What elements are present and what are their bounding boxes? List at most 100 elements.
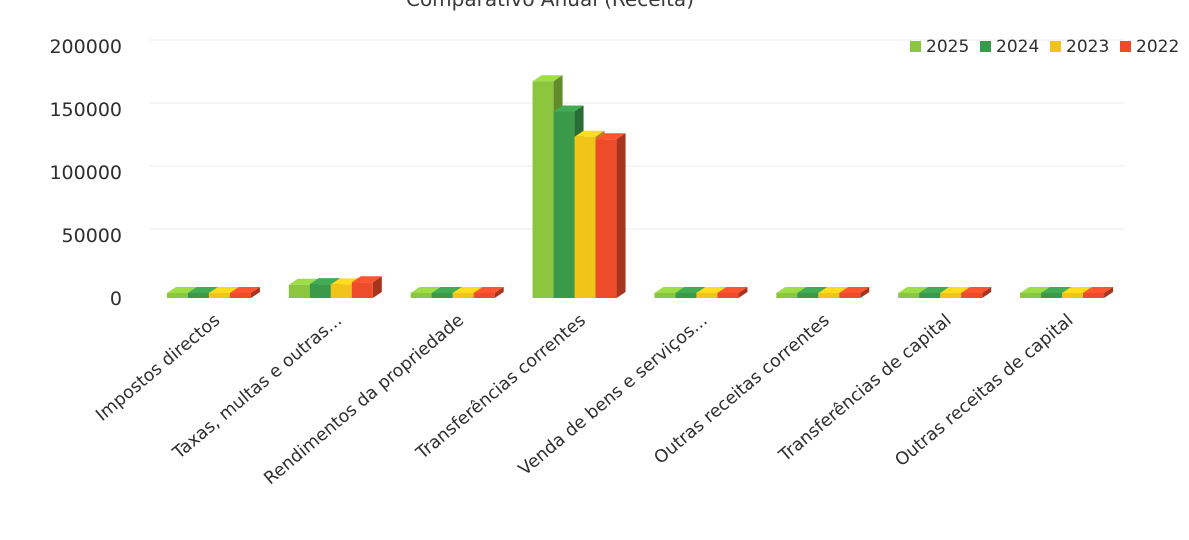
bars — [166, 75, 1114, 299]
bar-front — [351, 282, 373, 298]
bar-front — [309, 284, 331, 298]
bar-front — [654, 293, 676, 298]
bar-top — [898, 287, 929, 293]
bar-top — [919, 287, 950, 293]
bar-front — [595, 139, 617, 298]
bar-front — [431, 293, 453, 298]
category-label: Rendimentos da propriedade — [260, 311, 467, 490]
y-tick-label: 100000 — [49, 162, 122, 184]
bar-top — [839, 287, 870, 293]
bar-front — [940, 293, 962, 298]
bar-side — [982, 287, 992, 298]
bar-top — [1062, 287, 1093, 293]
y-tick-label: 50000 — [62, 225, 122, 247]
bar-2022-3 — [473, 287, 504, 298]
bar-front — [818, 293, 840, 298]
bar-2022-7 — [961, 287, 992, 298]
bar-side — [738, 287, 748, 298]
bar-top — [208, 287, 239, 293]
bar-top — [553, 105, 584, 112]
legend-label: 2025 — [926, 37, 969, 57]
bar-side — [616, 133, 626, 298]
legend-label: 2022 — [1136, 37, 1179, 57]
bar-2022-8 — [1083, 287, 1114, 298]
bar-front — [532, 81, 554, 298]
bar-top — [532, 75, 563, 82]
category-label: Venda de bens e serviços... — [515, 311, 711, 480]
legend-item-2023: 2023 — [1050, 37, 1109, 57]
bar-front — [1083, 293, 1105, 298]
bar-front — [553, 111, 575, 299]
bar-2022-2 — [351, 276, 382, 298]
legend-item-2022: 2022 — [1120, 37, 1179, 57]
bar-side — [860, 287, 870, 298]
y-axis-ticks: 0 50000 100000 150000 200000 — [49, 36, 122, 310]
legend-swatch — [1050, 41, 1061, 52]
bar-front — [717, 293, 739, 298]
bar-top — [574, 130, 605, 137]
bar-top — [776, 287, 807, 293]
bar-top — [452, 287, 483, 293]
bar-top — [473, 287, 504, 293]
bar-top — [717, 287, 748, 293]
chart-title: Comparativo Anual (Receita) — [406, 0, 694, 11]
bar-2022-4 — [595, 133, 626, 298]
bar-top — [309, 278, 340, 285]
category-label: Impostos directos — [92, 311, 224, 426]
legend-label: 2023 — [1066, 37, 1109, 57]
bar-top — [431, 287, 462, 293]
bar-top — [1083, 287, 1114, 293]
bar-top — [797, 287, 828, 293]
bar-front — [229, 293, 251, 298]
bar-top — [940, 287, 971, 293]
y-tick-label: 0 — [110, 288, 122, 310]
bar-front — [1062, 293, 1084, 298]
bar-top — [1020, 287, 1051, 293]
bar-top — [187, 287, 218, 293]
y-tick-label: 200000 — [49, 36, 122, 58]
legend-swatch — [980, 41, 991, 52]
bar-side — [372, 276, 382, 298]
bar-top — [696, 287, 727, 293]
bar-front — [797, 293, 819, 298]
bar-front — [330, 284, 352, 298]
bar-front — [919, 293, 941, 298]
bar-top — [166, 287, 197, 293]
legend-label: 2024 — [996, 37, 1039, 57]
legend-swatch — [910, 41, 921, 52]
legend-item-2024: 2024 — [980, 37, 1039, 57]
bar-front — [187, 293, 209, 298]
bar-side — [250, 287, 260, 298]
bar-front — [839, 293, 861, 298]
bar-top — [351, 276, 382, 283]
bar-top — [675, 287, 706, 293]
y-tick-label: 150000 — [49, 99, 122, 121]
bar-front — [675, 293, 697, 298]
bar-top — [654, 287, 685, 293]
legend-swatch — [1120, 41, 1131, 52]
bar-2022-5 — [717, 287, 748, 298]
legend-item-2025: 2025 — [910, 37, 969, 57]
bar-top — [1041, 287, 1072, 293]
bar-front — [1020, 293, 1042, 298]
bar-front — [898, 293, 920, 298]
bar-side — [1104, 287, 1114, 298]
bar-front — [410, 293, 432, 298]
legend: 2025 2024 2023 2022 — [910, 37, 1179, 57]
bar-top — [229, 287, 260, 293]
bar-front — [776, 293, 798, 298]
bar-front — [288, 284, 310, 298]
bar-top — [595, 133, 626, 140]
bar-top — [818, 287, 849, 293]
bar-2022-1 — [229, 287, 260, 298]
bar-front — [1041, 293, 1063, 298]
bar-front — [208, 293, 230, 298]
bar-top — [410, 287, 441, 293]
gridlines — [150, 39, 1125, 230]
bar-front — [166, 293, 188, 298]
bar-side — [494, 287, 504, 298]
bar-front — [696, 293, 718, 298]
